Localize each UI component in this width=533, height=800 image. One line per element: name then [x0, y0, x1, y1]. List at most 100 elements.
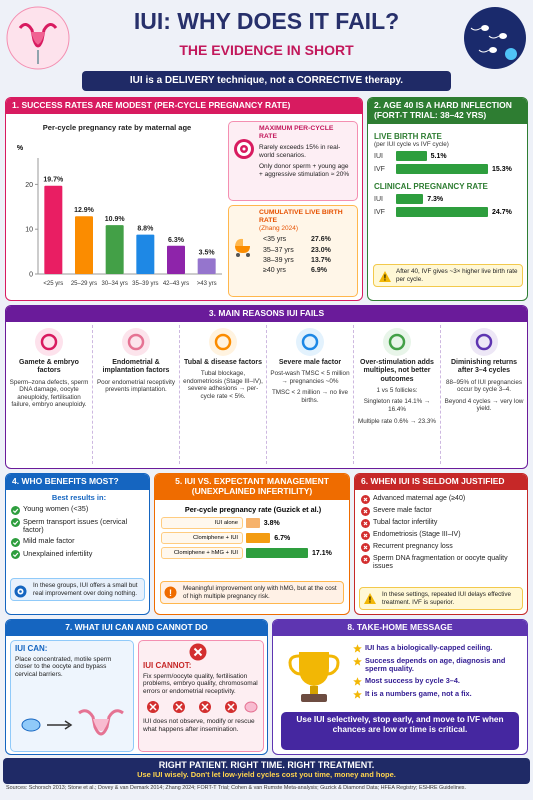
bar: [44, 185, 63, 274]
list-item: It is a numbers game, not a fix.: [353, 689, 523, 700]
icon-bg: [470, 327, 498, 356]
x-tick-label: 42–43 yrs: [163, 281, 189, 287]
value-label: 5.1%: [430, 152, 447, 160]
wheel: [246, 253, 250, 257]
bar-label: Clomiphene + hMG + IUI: [161, 547, 243, 559]
age-charts: LIVE BIRTH RATE (per IUI cycle vs IVF cyc…: [374, 132, 524, 220]
item-text: Mild male factor: [23, 536, 75, 546]
item-text: Success depends on age, diagnosis and sp…: [365, 655, 506, 673]
svg-text:!: !: [369, 596, 372, 605]
section-heading: 4. WHO BENEFITS MOST?: [6, 474, 149, 490]
bar-label: IUI: [374, 152, 383, 160]
list-item: Advanced maternal age (≥40): [361, 495, 525, 504]
bullet: [11, 537, 20, 547]
guzick-chart: Per-cycle pregnancy rate (Guzick et al.)…: [161, 505, 345, 562]
value-label: 10.9%: [105, 216, 126, 223]
reason-line: Poor endometrial receptivity prevents im…: [96, 378, 176, 394]
check-icon: [11, 505, 20, 515]
section-heading: 7. WHAT IUI CAN AND CANNOT DO: [6, 620, 267, 636]
stroller-icon: [235, 238, 250, 257]
reason-column: Diminishing returns after 3–4 cycles 88–9…: [440, 324, 527, 464]
bar-label: IUI: [374, 195, 383, 203]
row-value: 13.7%: [311, 256, 331, 264]
reason-icon: [383, 327, 411, 356]
bar-row: IVF 15.3%: [374, 164, 524, 174]
chart-title: CLINICAL PREGNANCY RATE: [374, 182, 488, 191]
row-label: <35 yrs: [263, 236, 287, 244]
list-item: IUI has a biologically-capped ceiling.: [353, 642, 523, 654]
y-tick-label: 10: [25, 227, 33, 234]
cross-icon: [361, 543, 370, 552]
item-text: Tubal factor infertility: [373, 518, 438, 526]
reason-line: 1 vs 5 follicles:: [376, 386, 418, 394]
list-item: Success depends on age, diagnosis and sp…: [353, 655, 523, 674]
tick: [12, 520, 19, 526]
svg-text:!: !: [384, 274, 387, 283]
star-icon: [353, 690, 362, 699]
box-title: CUMULATIVE LIVE BIRTH RATE: [259, 209, 343, 225]
reason-icon: [296, 327, 324, 356]
x-tick-label: >43 yrs: [197, 281, 217, 287]
item-text: Endometriosis (Stage III–IV): [373, 530, 461, 538]
row-value: 23.0%: [311, 246, 331, 254]
reason-title: Tubal & disease factors: [183, 358, 263, 366]
icon-bg: [122, 327, 150, 356]
value-label: 24.7%: [492, 208, 512, 216]
bar: [246, 548, 308, 558]
icon-core: [475, 333, 493, 351]
bar: [136, 234, 155, 274]
y-axis-label: %: [17, 145, 24, 152]
reason-column: Endometrial & implantation factors Poor e…: [92, 324, 179, 464]
list-item: Mild male factor: [11, 536, 147, 547]
benefit-list: Best results in: Young women (<35) Sperm t…: [11, 493, 147, 562]
table-row: 38–39 yrs 13.7%: [263, 257, 353, 265]
bar-row: IVF 24.7%: [374, 207, 524, 217]
star: [353, 690, 362, 699]
cannot-text: Fix sperm/oocyte quality, fertilisation …: [143, 672, 258, 696]
item-text: IUI has a biologically-capped ceiling.: [365, 642, 493, 652]
value-label: 12.9%: [74, 207, 95, 214]
icon-bg: [35, 327, 63, 356]
item-text: Recurrent pregnancy loss: [373, 542, 453, 550]
chart-title: LIVE BIRTH RATE: [374, 132, 442, 141]
sperm-icon: [464, 7, 526, 69]
x-tick-label: 25–29 yrs: [71, 281, 97, 287]
stroller-hood: [235, 238, 243, 246]
section-heading: 6. WHEN IUI IS SELDOM JUSTIFIED: [355, 474, 527, 490]
bar: [167, 245, 185, 274]
x-icon: [189, 643, 207, 661]
bar-label: IUI alone: [161, 517, 243, 529]
callout: Use IUI selectively, stop early, and mov…: [281, 712, 519, 750]
bar: [75, 216, 93, 274]
value-label: 3.8%: [263, 519, 280, 527]
tick: [12, 508, 19, 513]
item-text: Unexplained infertility: [23, 548, 93, 558]
bar: [396, 164, 488, 174]
not-justified-list: Advanced maternal age (≥40) Severe male f…: [361, 492, 525, 573]
section-1: 1. SUCCESS RATES ARE MODEST (PER-CYCLE P…: [5, 97, 363, 301]
reason-icon: [35, 327, 63, 356]
star: [353, 644, 362, 653]
motto: RIGHT PATIENT. RIGHT TIME. RIGHT TREATME…: [158, 760, 375, 770]
section-4: 4. WHO BENEFITS MOST? Best results in: Yo…: [5, 473, 150, 615]
bar-row: Clomiphene + hMG + IUI 17.1%: [161, 547, 345, 559]
section-heading: 2. AGE 40 IS A HARD INFLECTION (FORT-T TR…: [368, 98, 527, 124]
reason-icon: [122, 327, 150, 356]
cumulative-box: CUMULATIVE LIVE BIRTH RATE (Zhang 2024) <3…: [228, 205, 358, 297]
reason-title: Gamete & embryo factors: [19, 358, 79, 375]
icon-bg: [209, 327, 237, 356]
section-heading: 1. SUCCESS RATES ARE MODEST (PER-CYCLE P…: [6, 98, 362, 114]
cross-icon: [361, 507, 370, 516]
reason-line: 88–95% of IUI pregnancies occur by cycle…: [446, 378, 522, 394]
note: In these settings, repeated IUI delays e…: [359, 587, 523, 611]
cross-icon: [361, 531, 370, 540]
footer-tagline: Use IUI wisely. Don't let low-yield cycl…: [137, 770, 396, 779]
row-label: 38–39 yrs: [263, 256, 294, 264]
check-icon: [11, 550, 20, 560]
reason-line: Post-wash TMSC < 5 million → pregnancies…: [270, 370, 350, 385]
reason-line: Tubal blockage, endometriosis (Stage III…: [183, 370, 263, 400]
bar: [396, 151, 427, 161]
chart-title: Per-cycle pregnancy rate (Guzick et al.): [184, 505, 322, 514]
icon-core: [127, 333, 145, 351]
